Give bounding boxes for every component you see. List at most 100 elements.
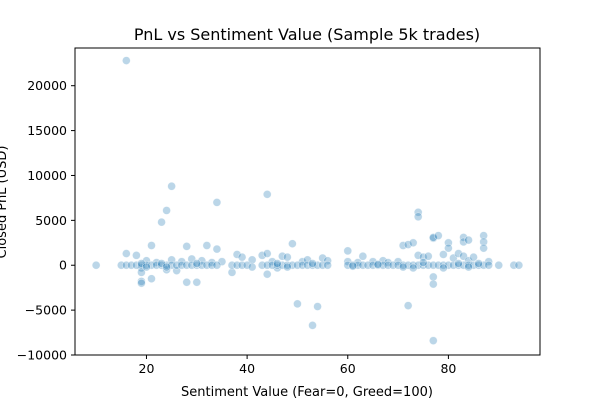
data-point: [217, 257, 227, 266]
data-point: [434, 231, 443, 240]
data-point: [117, 260, 126, 270]
data-point: [479, 237, 488, 247]
data-point: [383, 260, 393, 270]
data-point: [257, 251, 267, 260]
data-point: [167, 181, 176, 191]
data-point: [127, 260, 136, 270]
x-tick-label: 40: [239, 361, 255, 376]
data-point: [207, 260, 217, 270]
data-point: [262, 260, 272, 270]
y-tick-label: 15000: [27, 123, 67, 138]
data-point: [247, 262, 257, 272]
data-point: [237, 252, 247, 262]
data-point: [439, 263, 448, 273]
data-point: [152, 260, 161, 270]
data-point: [479, 260, 488, 270]
data-point: [444, 243, 453, 253]
data-point: [273, 263, 282, 273]
data-point: [293, 299, 302, 309]
data-point: [464, 262, 473, 272]
data-point: [172, 260, 181, 270]
data-point: [137, 268, 146, 277]
data-point: [439, 260, 448, 270]
y-axis-label: Closed PnL (USD): [0, 146, 10, 259]
data-point: [368, 257, 378, 266]
data-point: [408, 238, 418, 248]
data-point: [182, 242, 192, 251]
data-point: [182, 260, 192, 270]
y-tick-label: −10000: [17, 348, 67, 363]
data-point: [242, 260, 252, 270]
data-point: [429, 279, 438, 289]
data-point: [207, 258, 217, 267]
data-point: [464, 235, 473, 245]
data-point: [308, 321, 317, 330]
data-point: [459, 237, 468, 247]
data-point: [454, 259, 463, 268]
data-point: [484, 257, 493, 266]
data-point: [283, 262, 292, 272]
data-point: [147, 274, 156, 284]
data-point: [202, 241, 212, 250]
data-point: [434, 260, 443, 270]
data-point: [212, 260, 222, 270]
y-axis-ticks: −10000 −5000 0 5000 10000 15000 20000: [17, 78, 75, 363]
data-points: [91, 56, 524, 345]
data-point: [373, 260, 383, 269]
chart-title: PnL vs Sentiment Value (Sample 5k trades…: [134, 25, 480, 44]
data-point: [122, 249, 131, 258]
data-point: [212, 244, 222, 254]
x-tick-label: 60: [340, 361, 356, 376]
data-point: [459, 260, 468, 270]
data-point: [182, 277, 192, 287]
data-point: [413, 212, 423, 222]
data-point: [132, 251, 141, 260]
y-tick-label: 5000: [35, 213, 67, 228]
data-point: [398, 262, 408, 272]
data-point: [408, 260, 418, 270]
data-point: [494, 260, 504, 270]
data-point: [353, 258, 363, 267]
data-point: [288, 239, 297, 248]
data-point: [429, 233, 438, 242]
data-point: [393, 260, 403, 270]
data-point: [262, 190, 272, 199]
data-point: [298, 257, 307, 266]
data-point: [147, 260, 156, 270]
plot-frame: [74, 47, 541, 356]
data-point: [408, 263, 418, 273]
data-point: [137, 278, 146, 288]
data-point: [122, 56, 131, 65]
data-point: [444, 260, 453, 270]
data-point: [413, 251, 423, 260]
data-point: [262, 269, 272, 279]
data-point: [313, 302, 322, 311]
data-point: [232, 260, 242, 270]
x-axis-ticks: 20 40 60 80: [139, 355, 456, 376]
data-point: [313, 260, 322, 270]
data-point: [469, 260, 478, 270]
data-point: [157, 259, 166, 268]
data-point: [157, 217, 166, 227]
data-point: [192, 277, 202, 287]
data-point: [237, 260, 247, 270]
y-tick-label: −5000: [25, 303, 67, 318]
data-point: [423, 251, 433, 261]
data-point: [459, 233, 468, 242]
data-point: [278, 260, 287, 270]
x-axis-label: Sentiment Value (Fear=0, Greed=100): [181, 385, 433, 400]
data-point: [348, 261, 358, 271]
data-point: [429, 260, 438, 270]
data-point: [293, 260, 302, 270]
y-tick-label: 0: [59, 258, 67, 273]
data-point: [167, 260, 176, 270]
data-point: [177, 260, 186, 270]
data-point: [308, 259, 317, 268]
data-point: [363, 260, 373, 270]
data-point: [227, 260, 237, 270]
data-point: [429, 272, 438, 282]
data-point: [197, 260, 207, 270]
data-point: [303, 260, 312, 270]
data-point: [318, 260, 327, 270]
data-point: [257, 260, 267, 270]
